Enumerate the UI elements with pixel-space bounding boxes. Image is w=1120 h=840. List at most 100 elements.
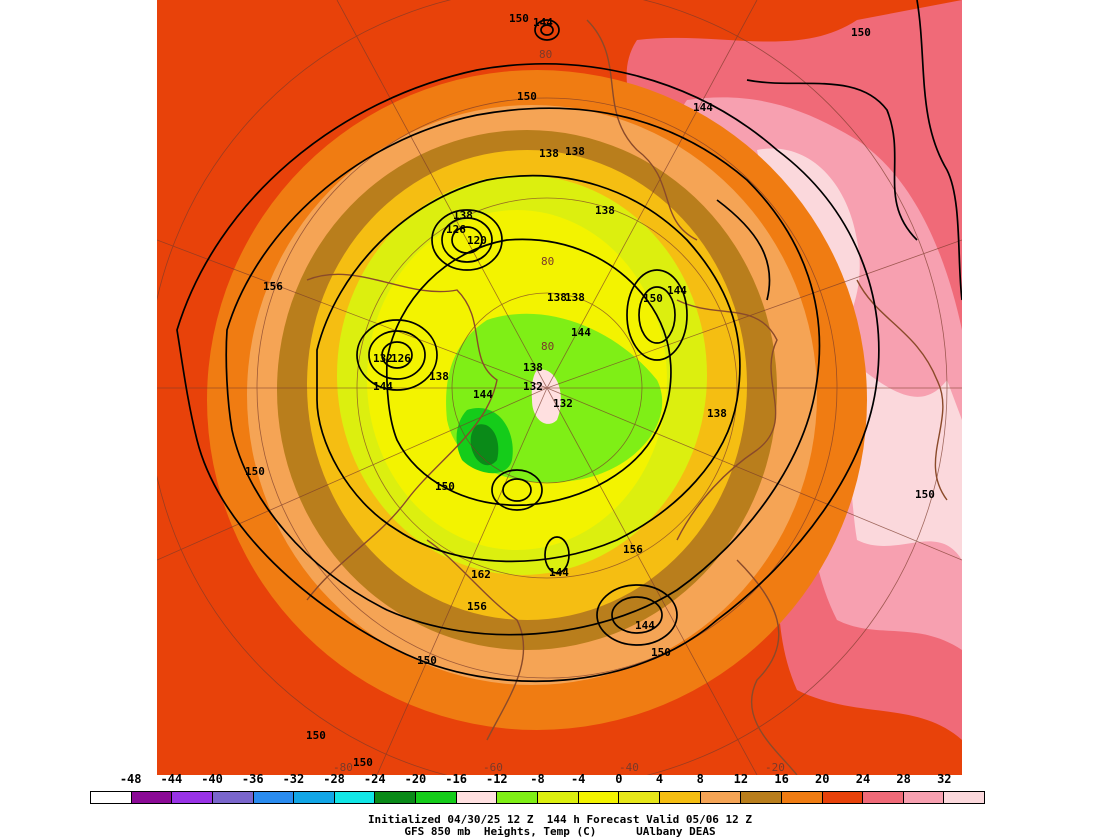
color-scale-swatch [781, 792, 823, 803]
grid-label: 80 [541, 255, 554, 268]
color-scale-swatch [456, 792, 498, 803]
contour-label: 144 [473, 388, 493, 401]
color-scale-swatch [700, 792, 742, 803]
contour-label: 144 [373, 380, 393, 393]
color-scale-swatch [741, 792, 782, 803]
contour-label: 144 [667, 284, 687, 297]
contour-label: 150 [435, 480, 455, 493]
color-scale-tick-label: 12 [733, 772, 749, 786]
contour-label-group: 150 144 150 150 144 138 138 138 138 126 … [245, 12, 935, 769]
color-scale-swatch [253, 792, 295, 803]
contour-label: 144 [549, 566, 569, 579]
contour-label: 150 [517, 90, 537, 103]
map-panel: 150 144 150 150 144 138 138 138 138 126 … [157, 0, 962, 775]
color-scale-tick-label: -48 [119, 772, 142, 786]
color-scale-labels: -48 -44 -40 -36 -32 -28 -24 -20 -16 -12 -8 -4 0 4 8 12 1… [90, 772, 985, 788]
color-scale-tick-label: -28 [323, 772, 345, 786]
color-scale-swatch [212, 792, 254, 803]
contour-label: 150 [353, 756, 373, 769]
color-scale-tick-label: -20 [404, 772, 427, 786]
color-scale-swatch [131, 792, 173, 803]
contour-label: 138 [707, 407, 727, 420]
color-scale-tick-label: -12 [485, 772, 508, 786]
color-scale-swatch [903, 792, 945, 803]
grid-label: -60 [483, 761, 503, 774]
color-scale-bar [90, 791, 985, 804]
caption-line-product: GFS 850 mb Heights, Temp (C) UAlbany DEA… [404, 825, 716, 838]
color-scale-swatch [944, 792, 985, 803]
contour-label: 132 [373, 352, 393, 365]
color-scale-swatch [416, 792, 457, 803]
color-scale-swatch [659, 792, 701, 803]
grid-label-group: 80 80 80 -80 -60 -40 -20 [333, 48, 785, 774]
contour-label: 144 [571, 326, 591, 339]
contour-label: 132 [523, 380, 543, 393]
contour-label: 138 [547, 291, 567, 304]
contour-label: 138 [565, 145, 585, 158]
contour-label: 156 [467, 600, 487, 613]
temp-shading-cold-core [531, 369, 561, 424]
color-scale-tick-label: 16 [774, 772, 789, 786]
color-scale-tick-label: 24 [855, 772, 871, 786]
color-scale-swatch [375, 792, 417, 803]
contour-label: 150 [306, 729, 326, 742]
color-scale-swatch [863, 792, 904, 803]
grid-label: 80 [541, 340, 554, 353]
contour-label: 138 [453, 209, 473, 222]
caption-line-init: Initialized 04/30/25 12 Z 144 h Forecast… [367, 813, 753, 826]
contour-label: 150 [643, 292, 663, 305]
contour-label: 156 [263, 280, 283, 293]
grid-label: -20 [765, 761, 785, 774]
grid-label: -40 [619, 761, 639, 774]
contour-label: 144 [635, 619, 655, 632]
contour-label: 138 [429, 370, 449, 383]
color-scale-tick-label: 32 [937, 772, 952, 786]
contour-label: 150 [417, 654, 437, 667]
color-scale-swatch [578, 792, 620, 803]
color-scale-tick-label: -36 [241, 772, 264, 786]
color-scale-tick-label: -4 [570, 772, 586, 786]
contour-label: 150 [245, 465, 265, 478]
contour-label: 138 [595, 204, 615, 217]
color-scale-swatch [172, 792, 213, 803]
height-contours [176, 0, 962, 683]
contour-label: 126 [391, 352, 411, 365]
color-scale-swatch [294, 792, 335, 803]
contour-label: 138 [523, 361, 543, 374]
contour-label: 126 [446, 223, 466, 236]
map-caption: Initialized 04/30/25 12 Z 144 h Forecast… [0, 814, 1120, 838]
contour-label: 132 [553, 397, 573, 410]
contour-label: 150 [651, 646, 671, 659]
color-scale-swatch [91, 792, 132, 803]
contour-label: 120 [467, 234, 487, 247]
contour-label: 138 [565, 291, 585, 304]
contour-label: 144 [693, 101, 713, 114]
color-scale-tick-label: -44 [160, 772, 183, 786]
temp-shading-dark-green [470, 424, 499, 466]
color-scale-tick-label: 20 [815, 772, 830, 786]
color-scale-tick-label: 28 [896, 772, 911, 786]
contour-label: 150 [509, 12, 529, 25]
grid-label: 80 [539, 48, 552, 61]
color-scale-tick-label: -40 [201, 772, 223, 786]
color-scale-swatch [334, 792, 376, 803]
color-scale-tick-label: -8 [530, 772, 545, 786]
color-scale-swatch [619, 792, 660, 803]
color-scale-tick-label: -16 [445, 772, 467, 786]
color-scale-tick-label: 0 [615, 772, 623, 786]
color-scale-swatch [822, 792, 864, 803]
contour-label: 150 [851, 26, 871, 39]
color-scale-tick-label: 4 [655, 772, 664, 786]
map-canvas: 150 144 150 150 144 138 138 138 138 126 … [157, 0, 962, 775]
grid-label: -80 [333, 761, 353, 774]
contour-label: 138 [539, 147, 559, 160]
contour-label: 150 [915, 488, 935, 501]
color-scale-tick-label: 8 [696, 772, 704, 786]
color-scale-tick-label: -24 [363, 772, 386, 786]
color-scale-swatch [538, 792, 579, 803]
coastlines [306, 19, 948, 775]
contour-label: 162 [471, 568, 491, 581]
contour-label: 156 [623, 543, 643, 556]
color-scale-swatch [497, 792, 539, 803]
contour-label: 144 [533, 16, 553, 29]
